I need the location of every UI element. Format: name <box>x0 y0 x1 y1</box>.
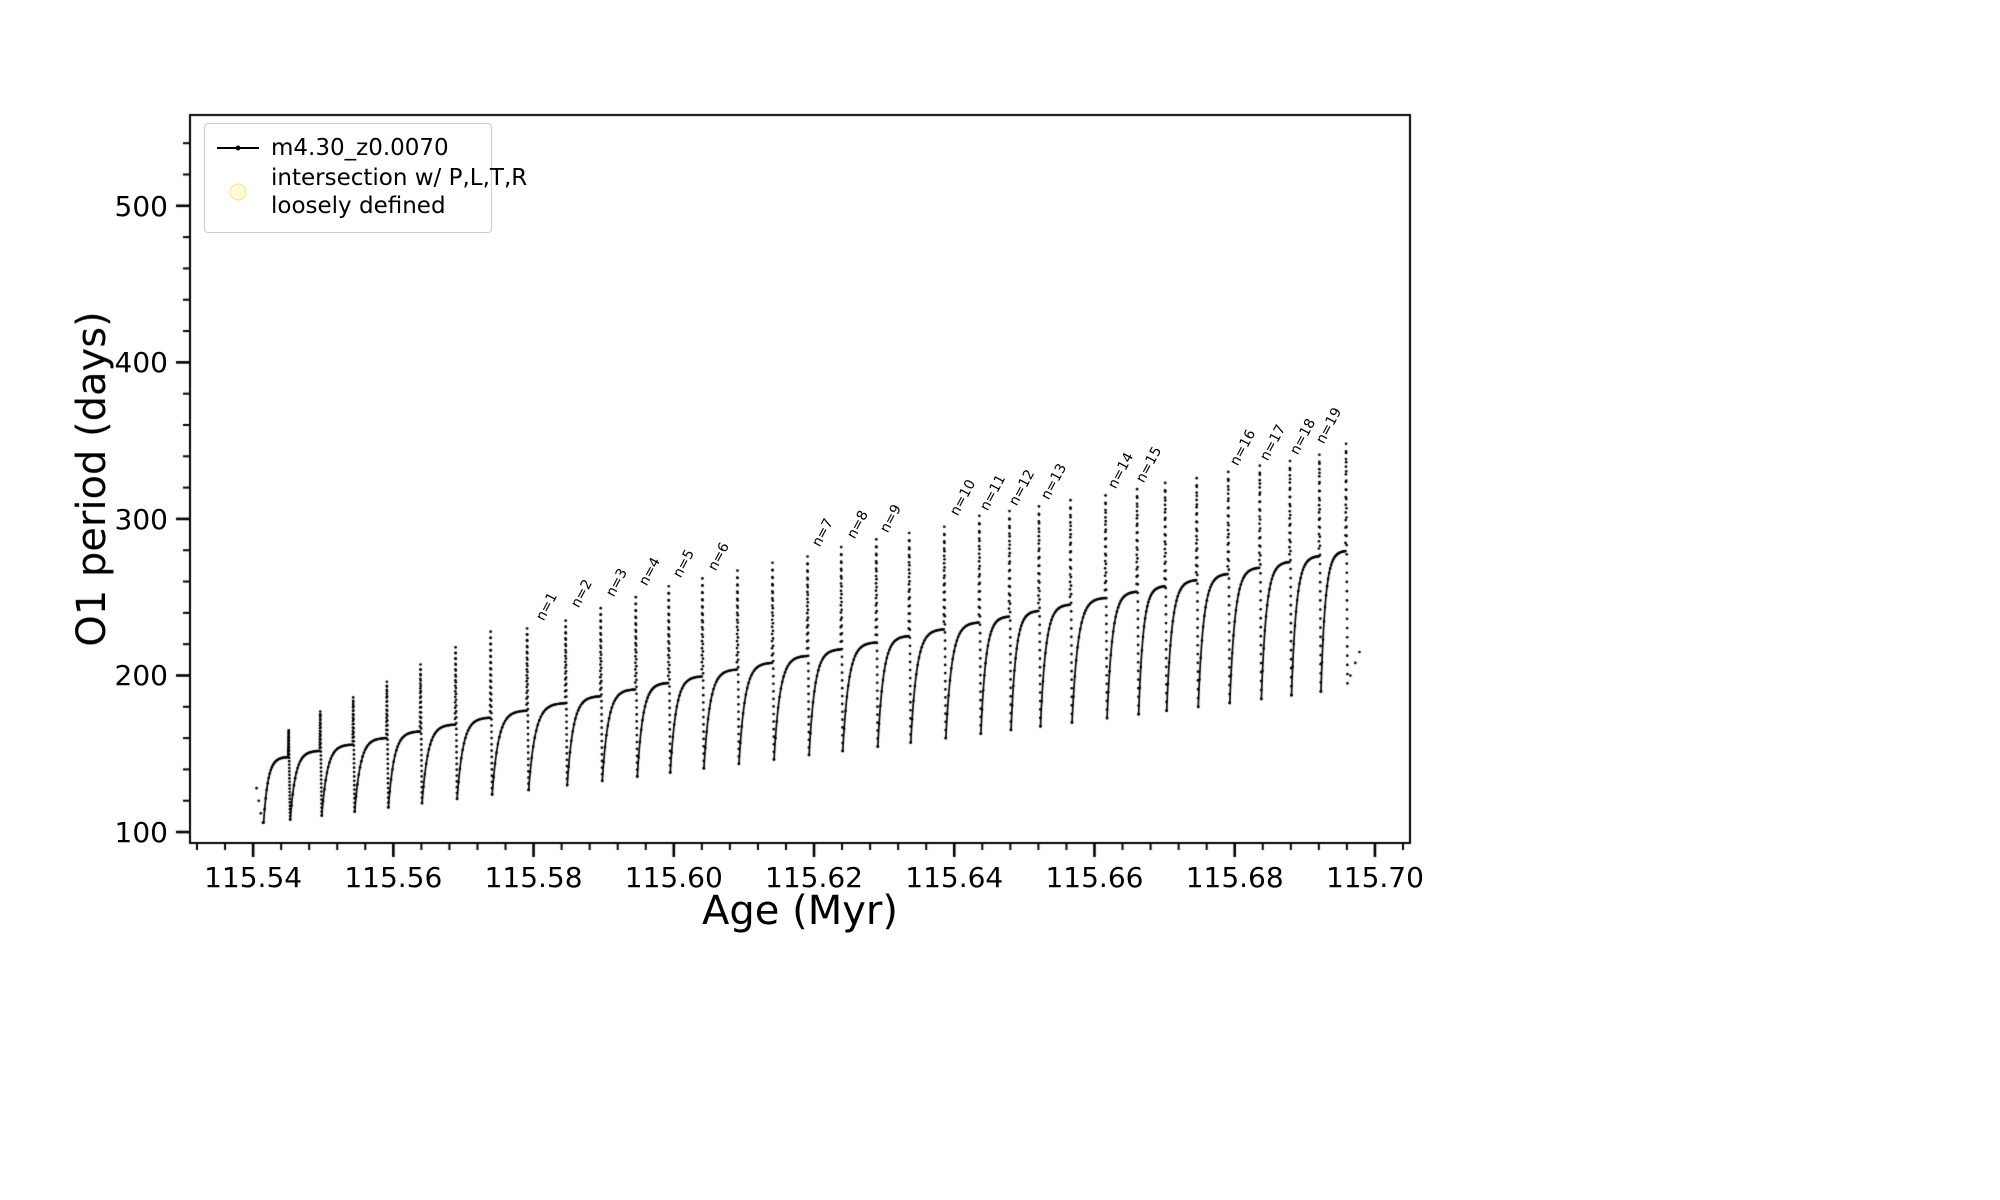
line-dot-marker-icon <box>215 136 261 160</box>
legend-entry-series-label: m4.30_z0.0070 <box>271 135 449 161</box>
legend-entry-intersection-label: intersection w/ P,L,T,R loosely defined <box>271 164 527 220</box>
legend-entry-series: m4.30_z0.0070 <box>215 134 479 162</box>
x-tick-label: 115.60 <box>624 861 723 894</box>
x-tick-label: 115.64 <box>905 861 1004 894</box>
x-axis-label: Age (Myr) <box>702 888 898 934</box>
x-tick-label: 115.62 <box>765 861 864 894</box>
x-tick-label: 115.70 <box>1325 861 1424 894</box>
x-tick-label: 115.66 <box>1045 861 1144 894</box>
legend-entry-intersection-line1: intersection w/ P,L,T,R <box>271 165 528 191</box>
y-tick-label: 500 <box>114 189 168 223</box>
x-tick-label: 115.68 <box>1185 861 1284 894</box>
y-tick-label: 100 <box>114 816 168 850</box>
x-tick-label: 115.56 <box>344 861 443 894</box>
legend: m4.30_z0.0070 intersection w/ P,L,T,R lo… <box>204 123 527 233</box>
y-tick-label: 200 <box>114 659 168 693</box>
circle-marker-icon <box>215 180 261 204</box>
legend-entry-intersection: intersection w/ P,L,T,R loosely defined <box>215 164 527 220</box>
x-tick-label: 115.54 <box>204 861 303 894</box>
x-tick-label: 115.58 <box>484 861 583 894</box>
y-tick-label: 300 <box>114 502 168 536</box>
legend-entry-intersection-line2: loosely defined <box>271 193 446 219</box>
y-tick-label: 400 <box>114 346 168 380</box>
